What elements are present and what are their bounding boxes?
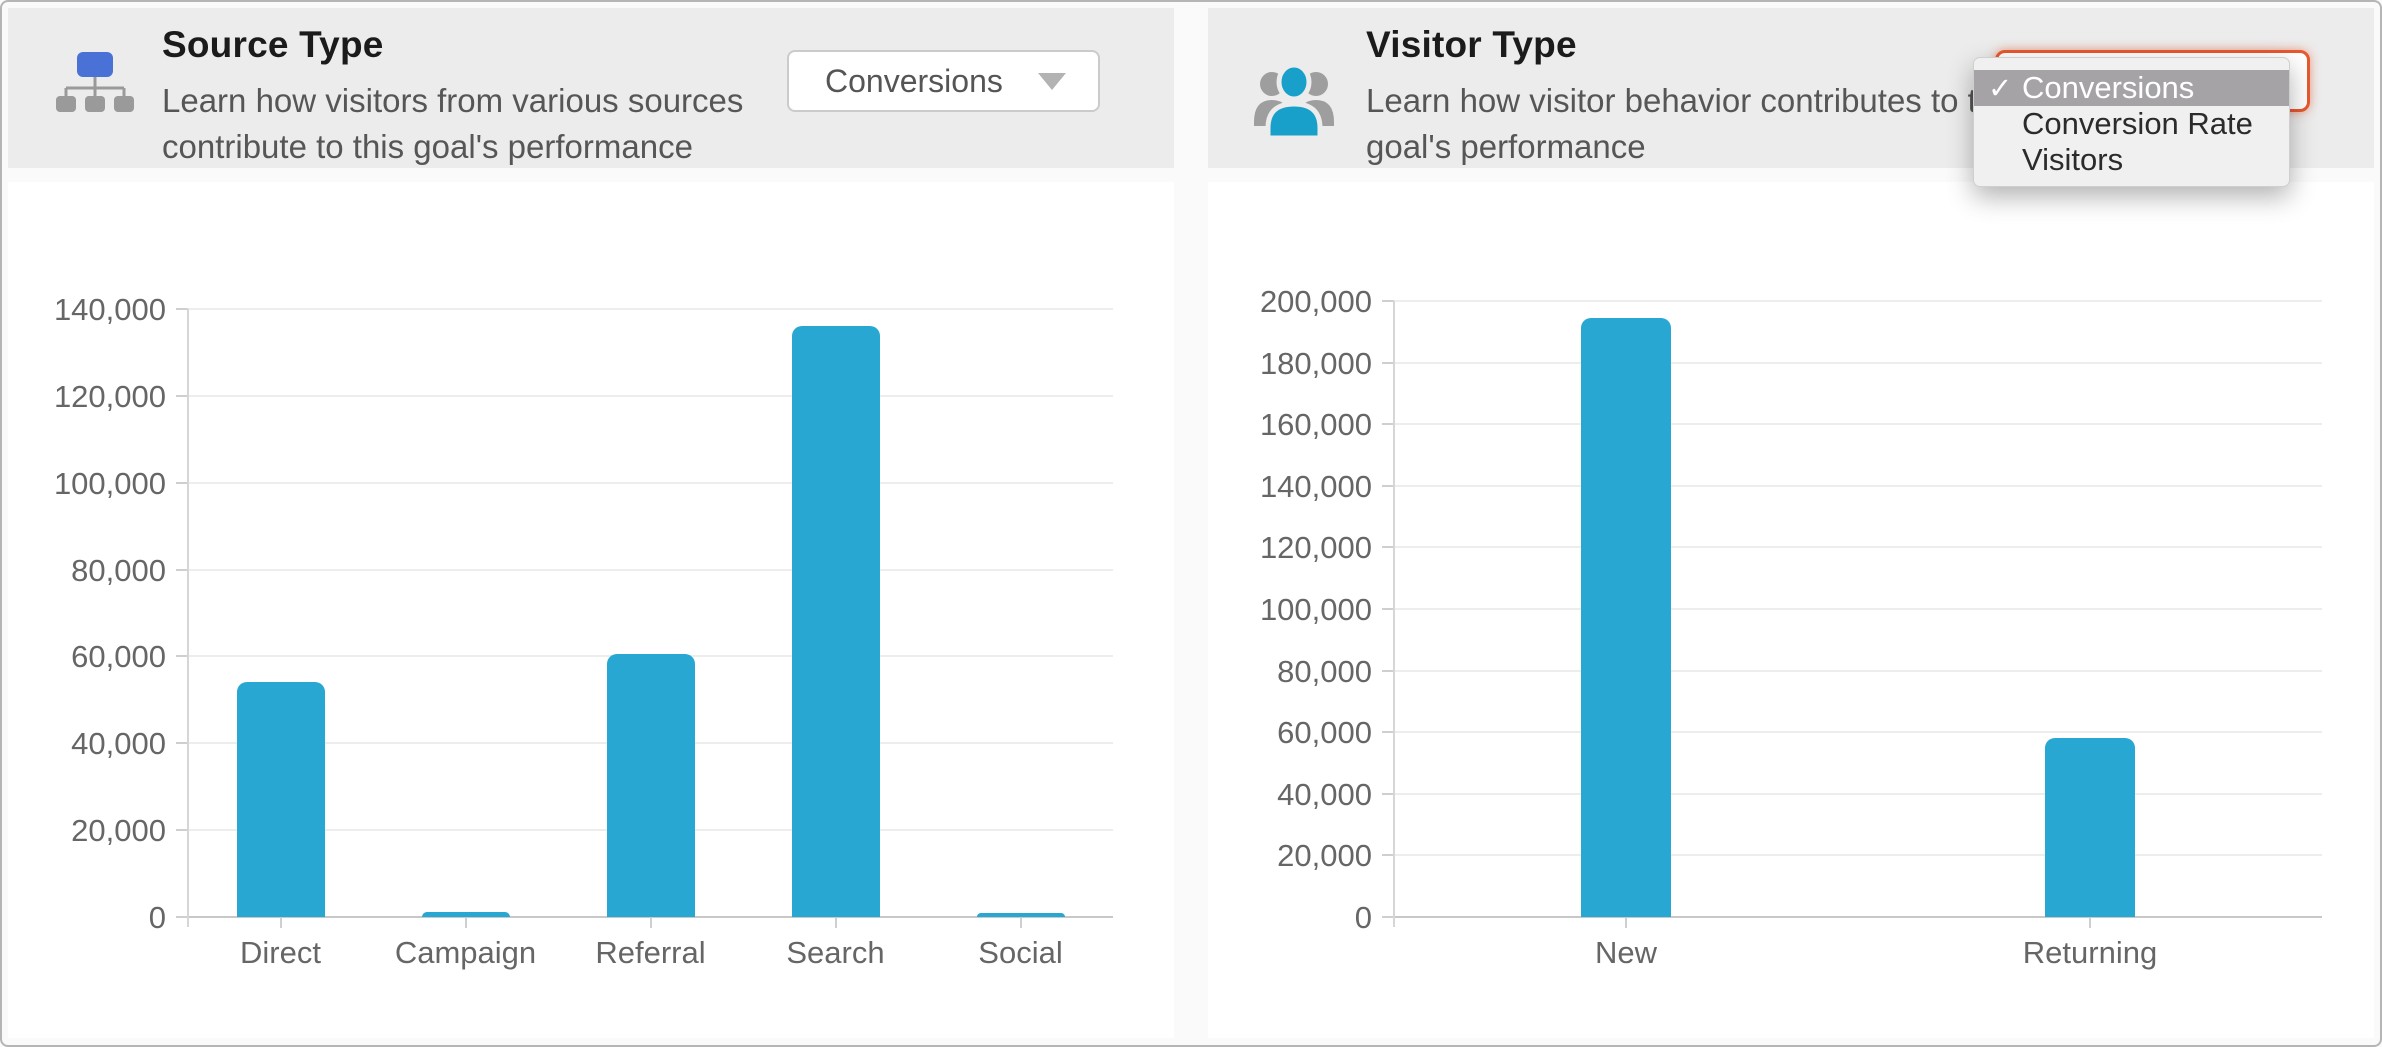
bar-direct[interactable] xyxy=(236,682,325,917)
menu-item-conversion-rate[interactable]: Conversion Rate xyxy=(2022,106,2253,141)
x-axis-tick xyxy=(834,918,837,928)
gridline xyxy=(188,916,1113,918)
y-axis-label: 160,000 xyxy=(1259,407,1372,443)
source-type-bar-chart: 0 20,000 40,000 60,000 80,000 100,000 120,000 1… xyxy=(8,182,1174,1038)
y-axis-label: 60,000 xyxy=(1277,715,1372,751)
gridline xyxy=(1394,854,2322,857)
gridline xyxy=(1394,608,2322,610)
y-axis-tick xyxy=(176,655,188,658)
bar-search[interactable] xyxy=(791,326,880,917)
y-axis-label: 60,000 xyxy=(71,639,166,675)
y-axis-label: 20,000 xyxy=(71,813,166,849)
y-axis-label: 0 xyxy=(148,900,166,935)
visitor-metric-popup: ✓ Conversions Conversion Rate Visitors xyxy=(1973,57,2290,187)
y-axis-line xyxy=(1393,301,1395,927)
chevron-down-icon xyxy=(1038,73,1066,90)
gridline xyxy=(1394,731,2322,734)
visitor-type-description: Learn how visitor behavior contributes t… xyxy=(1366,82,2020,165)
menu-item-conversions[interactable]: ✓ Conversions xyxy=(1974,70,2289,106)
x-axis-label-returning: Returning xyxy=(2022,935,2158,970)
y-axis-tick xyxy=(1382,792,1394,795)
gridline xyxy=(1394,669,2322,672)
x-axis-label-search: Search xyxy=(786,935,885,970)
source-type-description: Learn how visitors from various sources … xyxy=(162,82,744,165)
x-axis-tick xyxy=(649,918,652,928)
x-axis-label-new: New xyxy=(1594,935,1657,970)
gridline xyxy=(1394,792,2322,795)
gridline xyxy=(1394,484,2322,487)
y-axis-label: 40,000 xyxy=(71,726,166,762)
x-axis-label-social: Social xyxy=(978,935,1063,970)
bar-campaign[interactable] xyxy=(421,912,510,917)
x-axis-label-campaign: Campaign xyxy=(394,935,537,970)
bar-returning[interactable] xyxy=(2045,738,2135,917)
y-axis-tick xyxy=(176,394,188,397)
y-axis-tick xyxy=(1382,484,1394,487)
y-axis-label: 100,000 xyxy=(53,465,166,501)
y-axis-tick xyxy=(1382,916,1394,918)
gridline xyxy=(1394,546,2322,549)
gridline xyxy=(1394,361,2322,364)
visitors-icon xyxy=(1252,56,1336,143)
y-axis-label: 40,000 xyxy=(1277,776,1372,812)
bar-referral[interactable] xyxy=(606,654,695,917)
y-axis-label: 100,000 xyxy=(1259,592,1372,627)
checkmark-icon: ✓ xyxy=(1988,72,2013,105)
x-axis-label-referral: Referral xyxy=(595,935,706,970)
y-axis-tick xyxy=(176,481,188,484)
y-axis-label: 180,000 xyxy=(1259,345,1372,381)
x-axis-label-direct: Direct xyxy=(240,935,321,970)
visitor-type-title: Visitor Type xyxy=(1366,24,1577,65)
sitemap-icon xyxy=(56,52,134,119)
y-axis-tick xyxy=(176,308,188,310)
y-axis-tick xyxy=(1382,669,1394,672)
x-axis-tick xyxy=(1019,918,1022,928)
y-axis-label: 140,000 xyxy=(53,292,166,327)
y-axis-tick xyxy=(1382,300,1394,302)
gridline xyxy=(1394,300,2322,302)
y-axis-label: 140,000 xyxy=(1259,468,1372,504)
y-axis-tick xyxy=(1382,608,1394,610)
bar-new[interactable] xyxy=(1581,317,1671,917)
source-type-title: Source Type xyxy=(162,24,384,65)
y-axis-tick xyxy=(176,916,188,918)
y-axis-line xyxy=(187,309,189,927)
x-axis-tick xyxy=(279,918,282,928)
gridline xyxy=(188,568,1113,571)
y-axis-tick xyxy=(1382,423,1394,426)
y-axis-label: 80,000 xyxy=(1277,653,1372,689)
y-axis-tick xyxy=(1382,854,1394,857)
y-axis-label: 0 xyxy=(1354,900,1372,935)
y-axis-label: 120,000 xyxy=(1259,530,1372,566)
visitor-type-chart-card: 0 20,000 40,000 60,000 80,000 100,000 120,000 1… xyxy=(1208,182,2374,1038)
gridline xyxy=(1394,423,2322,426)
y-axis-tick xyxy=(176,742,188,745)
source-type-header: Source Type Learn how visitors from vari… xyxy=(8,8,1174,168)
x-axis-tick xyxy=(464,918,467,928)
y-axis-tick xyxy=(1382,361,1394,364)
visitor-type-bar-chart: 0 20,000 40,000 60,000 80,000 100,000 120,000 1… xyxy=(1208,182,2374,1038)
y-axis-tick xyxy=(1382,546,1394,549)
y-axis-label: 80,000 xyxy=(71,552,166,588)
y-axis-tick xyxy=(1382,731,1394,734)
menu-item-visitors[interactable]: Visitors xyxy=(2022,142,2124,177)
source-metric-dropdown[interactable]: Conversions xyxy=(787,50,1100,112)
source-type-chart-card: 0 20,000 40,000 60,000 80,000 100,000 120,000 1… xyxy=(8,182,1174,1038)
gridline xyxy=(188,481,1113,484)
source-metric-dropdown-value: Conversions xyxy=(825,62,1003,99)
y-axis-label: 20,000 xyxy=(1277,838,1372,874)
y-axis-label: 200,000 xyxy=(1259,284,1372,319)
gridline xyxy=(188,308,1113,310)
x-axis-tick xyxy=(1625,918,1627,928)
y-axis-label: 120,000 xyxy=(53,378,166,414)
gridline xyxy=(1394,916,2322,918)
x-axis-tick xyxy=(2089,918,2091,928)
y-axis-tick xyxy=(176,829,188,832)
bar-social[interactable] xyxy=(976,913,1065,917)
y-axis-tick xyxy=(176,568,188,571)
gridline xyxy=(188,394,1113,397)
